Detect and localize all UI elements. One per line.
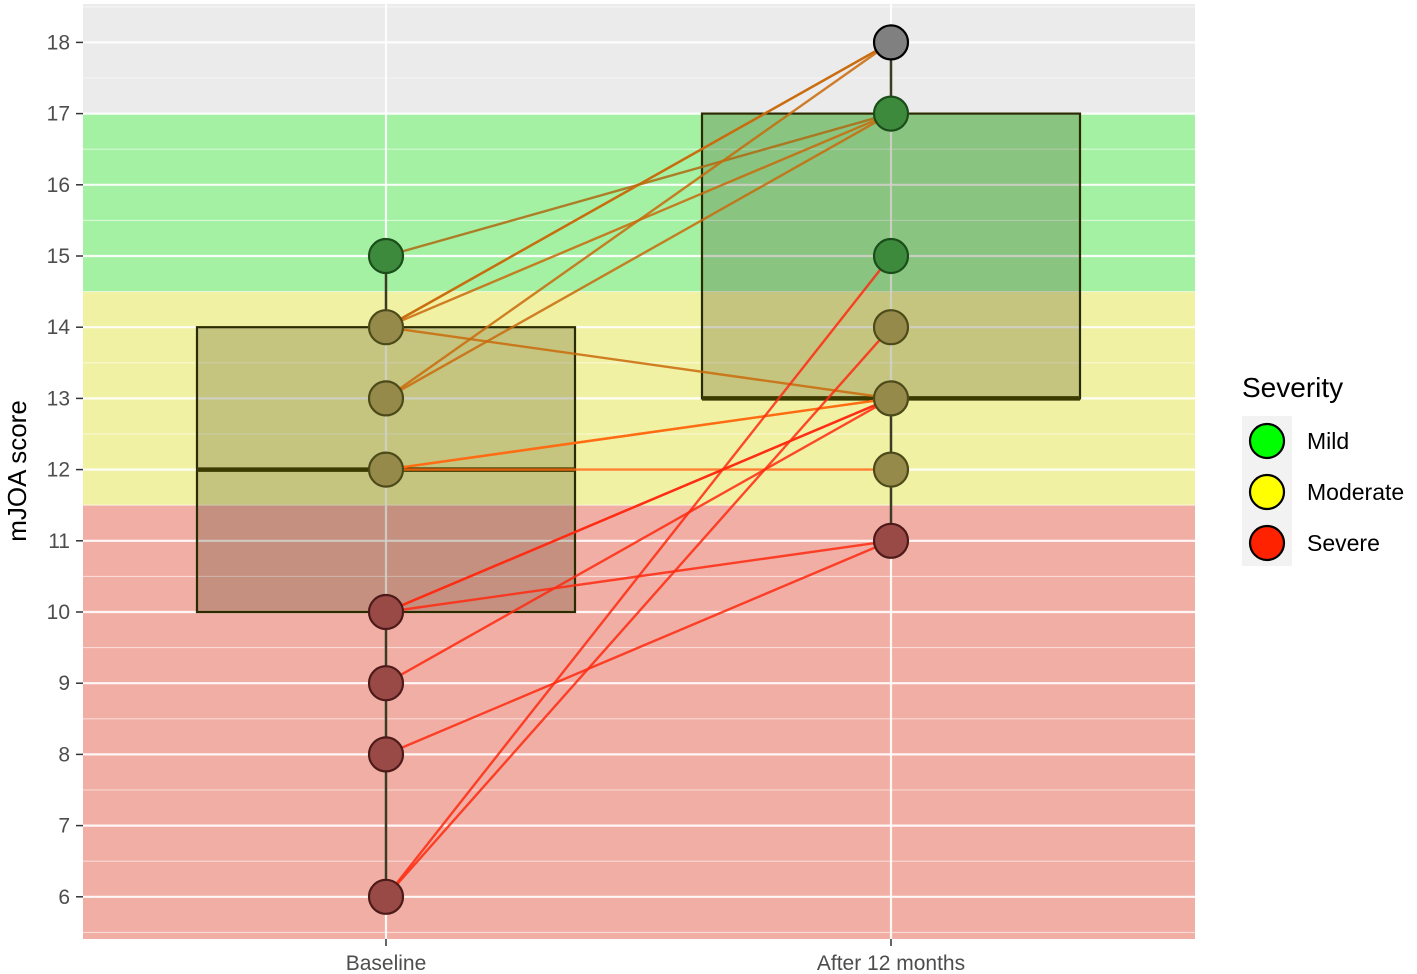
- data-point: [367, 593, 405, 631]
- pair-line: [385, 255, 892, 898]
- y-tick-label: 10: [47, 601, 70, 624]
- y-tick-label: 17: [47, 103, 70, 126]
- severity-band-mild: [83, 113, 1195, 292]
- data-point: [872, 522, 910, 559]
- x-tick-label: Baseline: [346, 952, 427, 974]
- data-point: [367, 665, 405, 702]
- data-point: [872, 309, 910, 346]
- y-tick-label: 13: [47, 387, 70, 410]
- y-axis: 6 7 8 9 10 11 12 13 14 15 16 17 18: [47, 31, 83, 909]
- data-point: [872, 237, 910, 275]
- x-tick-label: After 12 months: [817, 952, 965, 974]
- y-tick-label: 8: [58, 743, 70, 766]
- data-point: [367, 309, 405, 346]
- x-axis: Baseline After 12 months: [346, 939, 965, 974]
- legend-title: Severity: [1242, 372, 1343, 403]
- y-tick-label: 14: [47, 316, 71, 339]
- y-tick-label: 9: [58, 672, 70, 695]
- legend-key-mild: [1248, 422, 1286, 460]
- data-point: [872, 95, 910, 132]
- data-point: [367, 878, 405, 915]
- data-point: [872, 451, 910, 488]
- data-point: [367, 451, 405, 488]
- pair-line: [385, 397, 892, 471]
- data-point: [872, 24, 910, 61]
- y-tick-label: 11: [48, 530, 70, 553]
- pair-line: [385, 112, 892, 400]
- legend-key-severe: [1248, 524, 1286, 562]
- y-tick-label: 18: [47, 31, 70, 54]
- y-tick-label: 12: [47, 459, 70, 482]
- data-point: [367, 237, 405, 275]
- pair-line: [385, 41, 892, 400]
- data-point: [872, 380, 910, 417]
- data-points: [367, 24, 910, 915]
- pair-lines: [385, 41, 892, 898]
- pair-line: [385, 326, 892, 898]
- pair-line: [385, 41, 892, 329]
- legend-label: Mild: [1307, 428, 1349, 454]
- legend: Severity Mild Moderate Severe: [1242, 372, 1404, 566]
- legend-key-moderate: [1248, 473, 1286, 511]
- pair-line: [385, 397, 892, 685]
- legend-label: Moderate: [1307, 479, 1404, 505]
- pair-line: [385, 397, 892, 614]
- y-tick-label: 7: [58, 815, 70, 838]
- y-axis-title: mJOA score: [2, 400, 32, 542]
- y-tick-label: 16: [47, 174, 70, 197]
- legend-label: Severe: [1307, 530, 1380, 556]
- y-tick-label: 15: [47, 245, 70, 268]
- data-point: [367, 380, 405, 417]
- pair-line: [385, 539, 892, 756]
- y-tick-label: 6: [58, 886, 70, 909]
- data-point: [367, 736, 405, 773]
